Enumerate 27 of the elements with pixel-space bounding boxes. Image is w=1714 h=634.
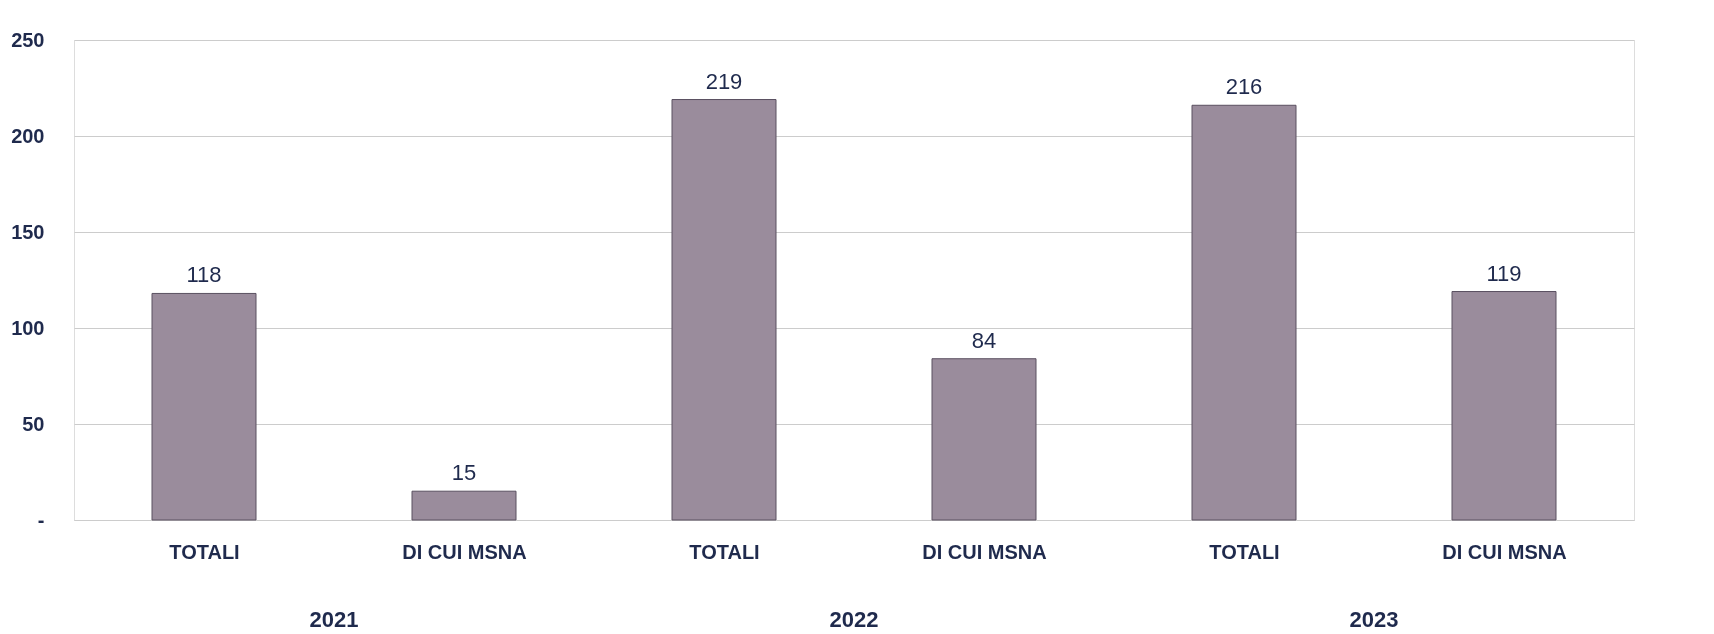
y-tick-label: 50 [22, 412, 45, 435]
data-label: 15 [451, 460, 477, 486]
x-tick-label: TOTALI [689, 540, 760, 563]
text: 2021 [309, 607, 359, 632]
bar [151, 292, 257, 521]
data-label: 118 [186, 262, 222, 288]
data-label: 219 [705, 68, 743, 94]
data-label: 84 [971, 327, 997, 353]
bar [1191, 104, 1297, 521]
x-tick-label: DI CUI MSNA [402, 540, 527, 563]
y-tick-label: 150 [11, 220, 45, 243]
y-tick-label: 100 [11, 316, 45, 339]
y-tick-label: 200 [11, 124, 45, 147]
x-tick-label: TOTALI [169, 540, 240, 563]
y-tick-label: 250 [11, 28, 45, 51]
data-label: 119 [1486, 260, 1522, 286]
y-tick-label: - [37, 508, 45, 531]
x-tick-label: DI CUI MSNA [1442, 540, 1567, 563]
bar [931, 358, 1037, 521]
text: 2023 [1349, 607, 1399, 632]
x-tick-label: DI CUI MSNA [922, 540, 1047, 563]
bar [1451, 291, 1557, 521]
bar [671, 99, 777, 521]
x-tick-label: TOTALI [1209, 540, 1280, 563]
bar [411, 490, 517, 521]
text: 2022 [829, 607, 879, 632]
data-label: 216 [1225, 74, 1263, 100]
